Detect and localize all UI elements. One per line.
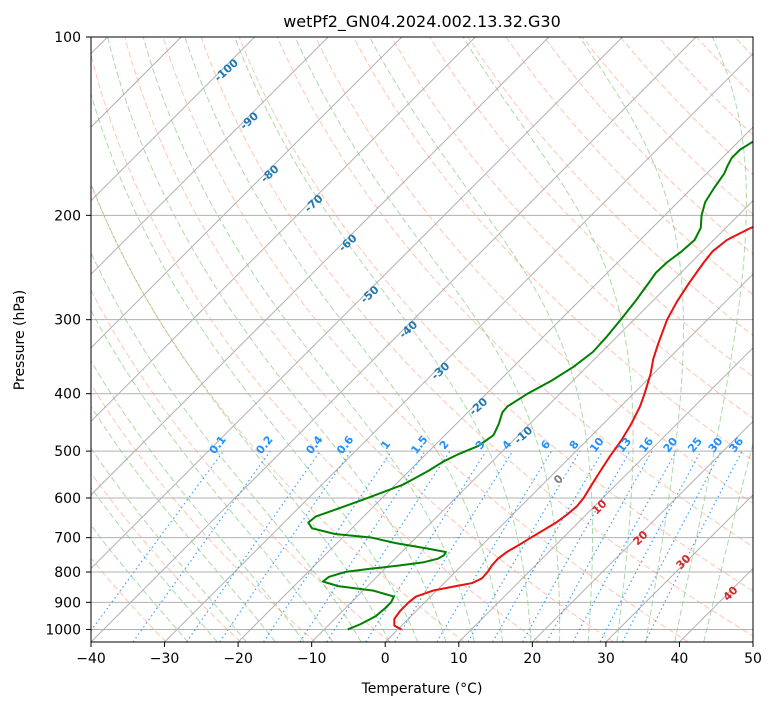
y-axis-label: Pressure (hPa) <box>12 290 28 390</box>
y-tick-label: 800 <box>54 565 81 581</box>
x-tick-label: −40 <box>76 651 106 667</box>
y-tick-label: 400 <box>54 387 81 403</box>
y-tick-label: 500 <box>54 444 81 460</box>
x-tick-label: 10 <box>450 651 468 667</box>
y-tick-label: 100 <box>54 30 81 46</box>
x-axis-label: Temperature (°C) <box>361 681 483 697</box>
x-tick-label: −10 <box>297 651 327 667</box>
x-tick-label: −20 <box>223 651 253 667</box>
x-tick-label: 20 <box>523 651 541 667</box>
y-tick-label: 700 <box>54 531 81 547</box>
x-tick-label: 50 <box>744 651 762 667</box>
x-tick-label: 30 <box>597 651 615 667</box>
y-tick-label: 200 <box>54 208 81 224</box>
x-tick-label: 40 <box>671 651 689 667</box>
x-tick-label: −30 <box>150 651 180 667</box>
x-tick-label: 0 <box>381 651 390 667</box>
chart-title: wetPf2_GN04.2024.002.13.32.G30 <box>283 12 561 32</box>
y-tick-label: 600 <box>54 491 81 507</box>
y-tick-label: 300 <box>54 313 81 329</box>
y-tick-label: 1000 <box>45 622 81 638</box>
y-tick-label: 900 <box>54 595 81 611</box>
